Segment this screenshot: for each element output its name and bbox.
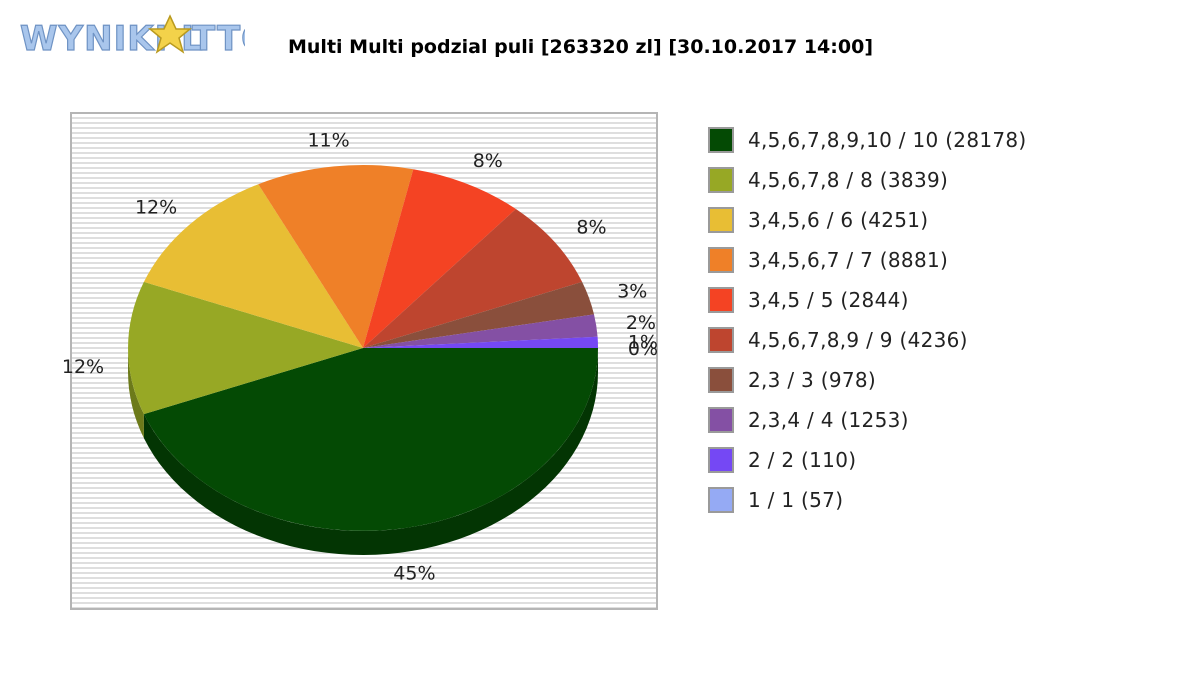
legend-swatch (708, 167, 734, 193)
pie-slice-label-2: 12% (62, 356, 104, 378)
wyniki-lotto-logo: WYNIKI L TTO (20, 12, 245, 58)
pie-slice-label-4: 11% (307, 130, 349, 152)
pie-slice-7 (363, 281, 594, 348)
legend-label: 2 / 2 (110) (748, 448, 857, 472)
chart-legend: 4,5,6,7,8,9,10 / 10 (28178) 4,5,6,7,8 / 8… (708, 120, 1027, 520)
pie-slice-5 (363, 169, 516, 348)
legend-swatch (708, 327, 734, 353)
legend-swatch (708, 447, 734, 473)
pie-slice-label-3: 12% (135, 197, 177, 219)
legend-swatch (708, 247, 734, 273)
pie-slice-8 (363, 314, 598, 348)
pie-chart: 45% 12% 12% 11% 8% 8% 3% 2%1%0% (62, 130, 658, 585)
pie-slice-label-8: 2% (626, 312, 656, 334)
legend-label: 4,5,6,7,8,9 / 9 (4236) (748, 328, 968, 352)
legend-item: 2 / 2 (110) (708, 440, 1027, 480)
pie-slice-label-1: 45% (393, 562, 435, 584)
pie-slice-4 (258, 164, 414, 348)
legend-item: 3,4,5,6 / 6 (4251) (708, 200, 1027, 240)
legend-label: 2,3 / 3 (978) (748, 368, 877, 392)
legend-item: 4,5,6,7,8,9 / 9 (4236) (708, 320, 1027, 360)
legend-label: 3,4,5,6 / 6 (4251) (748, 208, 929, 232)
pie-slice-1 (143, 348, 598, 531)
legend-item: 3,4,5 / 5 (2844) (708, 280, 1027, 320)
pie-slice-2 (128, 281, 363, 415)
pie-slice-label-7: 3% (617, 281, 647, 303)
pie-slice-label-10: 0% (628, 338, 658, 360)
svg-text:TTO: TTO (192, 19, 245, 58)
legend-label: 4,5,6,7,8,9,10 / 10 (28178) (748, 128, 1027, 152)
legend-item: 2,3 / 3 (978) (708, 360, 1027, 400)
legend-item: 3,4,5,6,7 / 7 (8881) (708, 240, 1027, 280)
legend-swatch (708, 287, 734, 313)
chart-title: Multi Multi podzial puli [263320 zl] [30… (288, 36, 874, 58)
star-logo-icon (147, 14, 193, 54)
pie-slice-label-5: 8% (473, 150, 503, 172)
pie-slice-9 (363, 336, 599, 348)
legend-item: 4,5,6,7,8,9,10 / 10 (28178) (708, 120, 1027, 160)
legend-item: 2,3,4 / 4 (1253) (708, 400, 1027, 440)
pie-slice-3 (143, 184, 363, 348)
legend-swatch (708, 407, 734, 433)
legend-label: 3,4,5,6,7 / 7 (8881) (748, 248, 949, 272)
pie-slice-label-9: 1% (628, 332, 658, 354)
legend-label: 3,4,5 / 5 (2844) (748, 288, 909, 312)
legend-swatch (708, 367, 734, 393)
pie-slice-6 (363, 209, 583, 348)
legend-label: 2,3,4 / 4 (1253) (748, 408, 909, 432)
legend-swatch (708, 487, 734, 513)
legend-swatch (708, 127, 734, 153)
legend-label: 4,5,6,7,8 / 8 (3839) (748, 168, 949, 192)
pie-slice-label-6: 8% (576, 217, 606, 239)
legend-item: 1 / 1 (57) (708, 480, 1027, 520)
pie-slice-side-2 (128, 348, 144, 439)
legend-swatch (708, 207, 734, 233)
legend-item: 4,5,6,7,8 / 8 (3839) (708, 160, 1027, 200)
legend-label: 1 / 1 (57) (748, 488, 844, 512)
